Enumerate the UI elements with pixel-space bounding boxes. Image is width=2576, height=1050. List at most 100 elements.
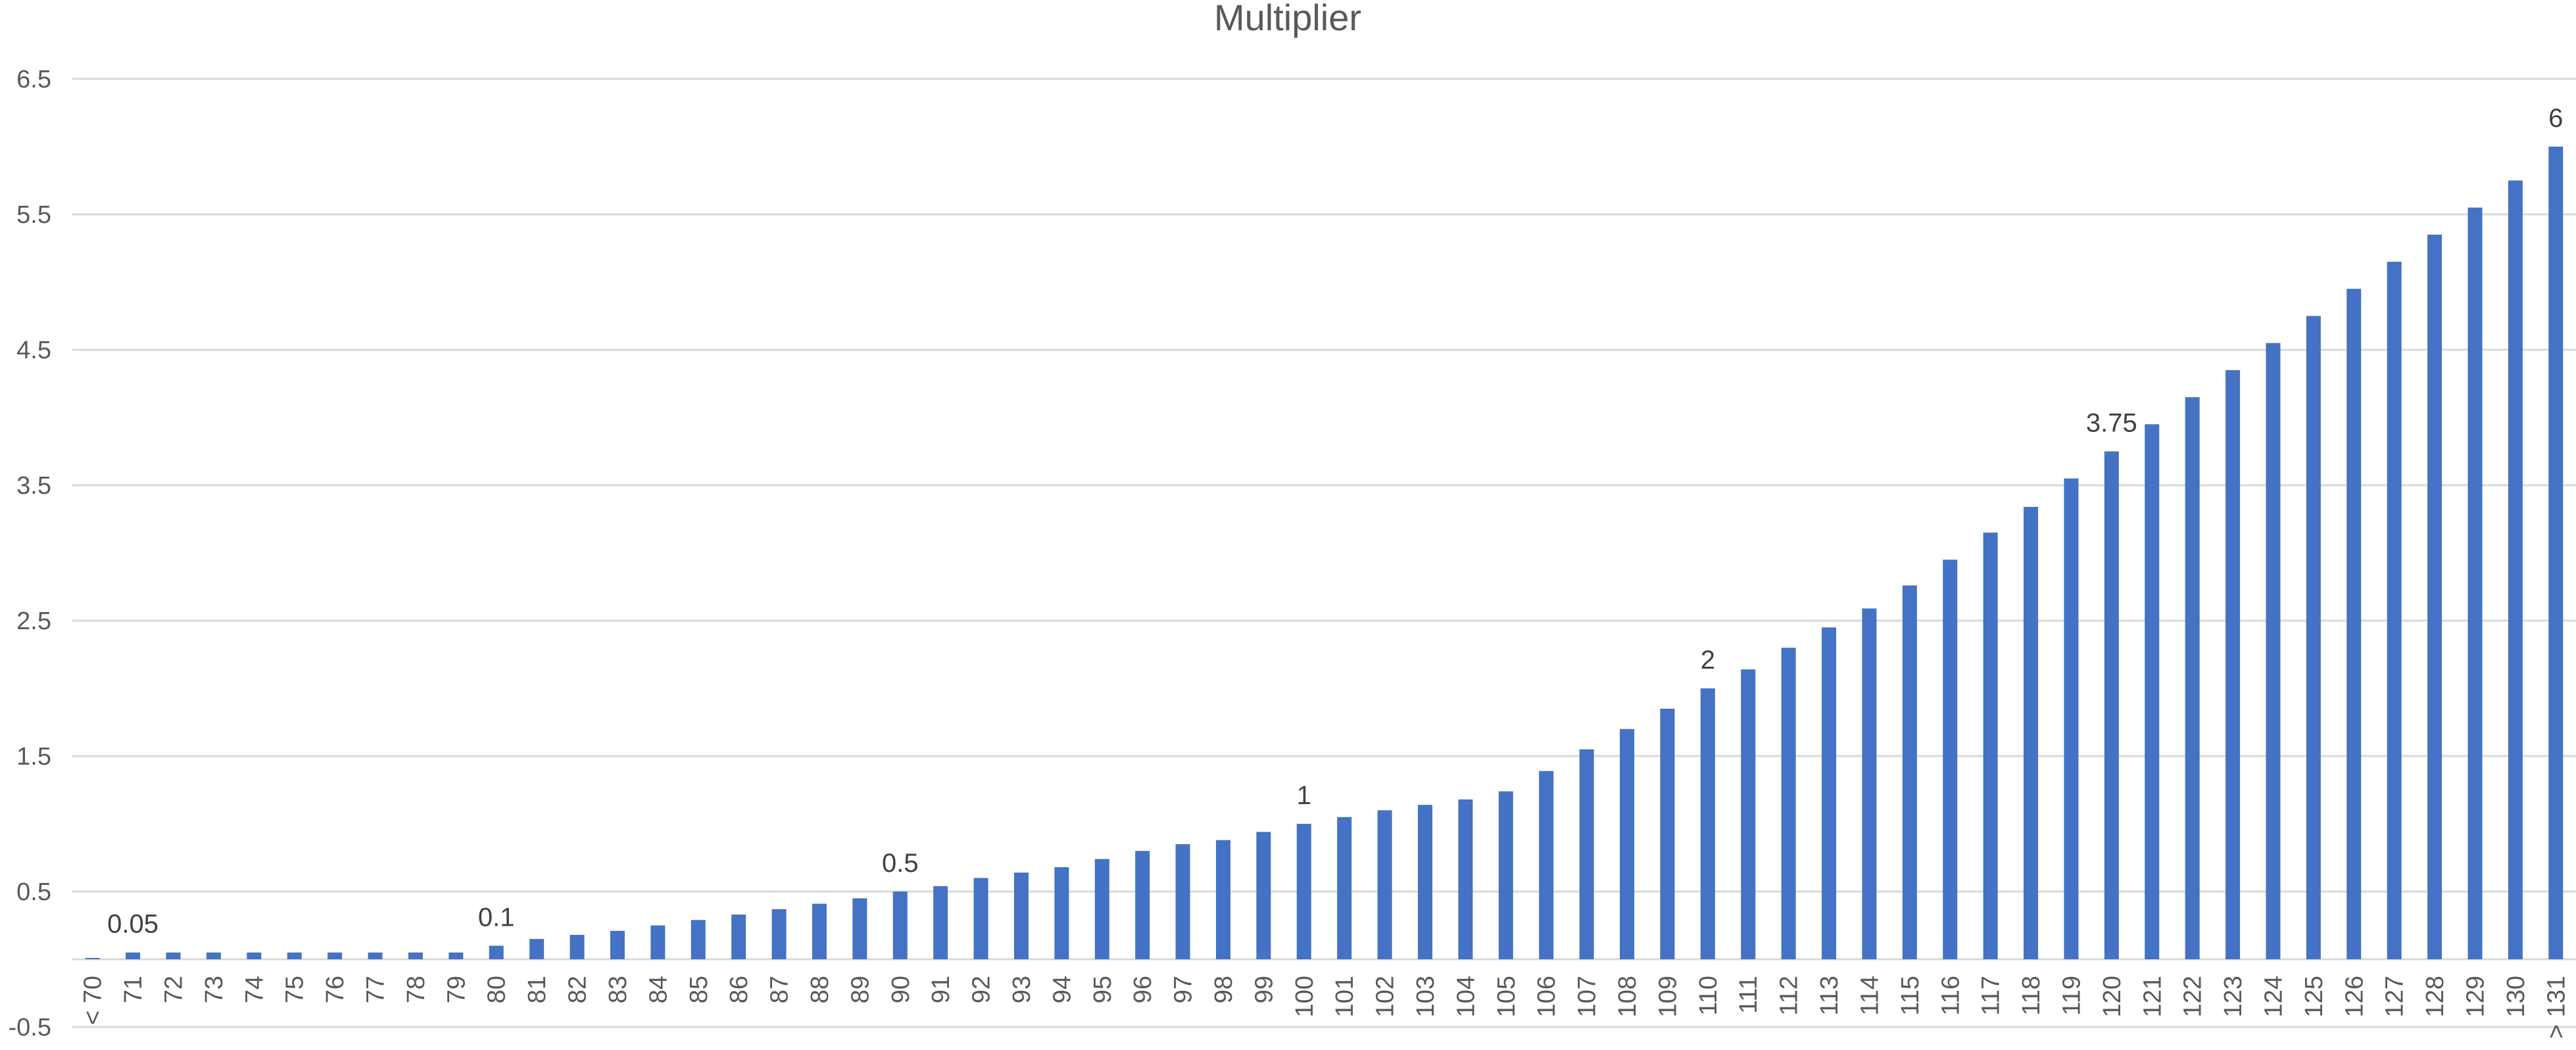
bar — [973, 878, 988, 959]
x-tick-label: 100 — [1291, 976, 1319, 1017]
x-tick-label: 104 — [1452, 976, 1480, 1017]
gridlines — [72, 78, 2576, 1028]
x-tick-label: 95 — [1089, 976, 1117, 1003]
bar — [1902, 585, 1917, 959]
bar — [2266, 343, 2281, 959]
x-tick-label: 130 — [2502, 976, 2530, 1017]
data-label: 0.05 — [107, 910, 158, 939]
bar — [206, 952, 221, 959]
bar — [1094, 859, 1109, 959]
x-tick-label: 127 — [2381, 976, 2409, 1017]
x-tick-label: 79 — [443, 976, 470, 1003]
x-tick-label: 91 — [927, 976, 955, 1003]
bar — [892, 892, 908, 959]
x-tick-label: 93 — [1008, 976, 1036, 1003]
bar — [166, 952, 181, 959]
x-tick-label: 87 — [766, 976, 794, 1003]
data-label: 6 — [2548, 104, 2563, 133]
bar — [1781, 648, 1796, 959]
x-tick-label: 106 — [1533, 976, 1561, 1017]
bar — [1418, 805, 1433, 959]
bar — [650, 925, 666, 959]
x-tick-label: 88 — [806, 976, 834, 1003]
bar — [1215, 840, 1230, 959]
y-tick-label: -0.5 — [9, 1014, 51, 1041]
x-tick-label: 80 — [483, 976, 511, 1003]
bar — [2225, 370, 2241, 959]
x-tick-label: 85 — [685, 976, 713, 1003]
bar — [1822, 627, 1837, 959]
x-tick-label: 73 — [201, 976, 228, 1003]
bar — [287, 952, 302, 959]
x-tick-label: 75 — [281, 976, 309, 1003]
x-tick-label: 103 — [1412, 976, 1440, 1017]
bar — [2427, 234, 2442, 959]
x-tick-label: 110 — [1695, 976, 1722, 1016]
bar — [1296, 824, 1311, 959]
y-tick-label: 0.5 — [16, 878, 51, 906]
bar — [1135, 851, 1150, 959]
bar — [2024, 506, 2039, 959]
y-tick-label: 3.5 — [16, 472, 51, 500]
x-tick-label: 92 — [968, 976, 996, 1003]
x-tick-label: 108 — [1614, 976, 1641, 1017]
x-tick-label: 94 — [1048, 976, 1076, 1003]
bar — [2387, 262, 2402, 960]
bar — [812, 903, 827, 959]
x-tick-label: 97 — [1170, 976, 1198, 1003]
bar — [2145, 424, 2160, 959]
x-tick-label: 117 — [1978, 976, 2005, 1016]
bar — [2306, 316, 2321, 959]
bar — [247, 952, 262, 959]
y-tick-label: 5.5 — [16, 201, 51, 229]
x-tick-label: 114 — [1856, 976, 1883, 1016]
data-label: 2 — [1701, 646, 1715, 675]
bar — [570, 934, 585, 959]
data-labels: 0.05 0.1 0.5 1 2 3.75 6 — [107, 104, 2563, 939]
bar — [1337, 817, 1352, 959]
x-tick-label: 83 — [604, 976, 632, 1003]
bar — [1579, 749, 1594, 959]
x-tick-label: 115 — [1897, 976, 1924, 1016]
bar — [933, 886, 948, 959]
bar — [1175, 844, 1190, 959]
bar — [529, 939, 545, 959]
bar — [731, 915, 746, 959]
x-tick-label: < 70 — [80, 976, 107, 1025]
y-tick-label: 4.5 — [16, 337, 51, 364]
bar — [1458, 799, 1473, 959]
x-tick-label: > 131 — [2542, 976, 2570, 1039]
bar — [1943, 560, 1958, 959]
x-tick-label: 129 — [2462, 976, 2489, 1017]
bar — [328, 952, 343, 959]
x-tick-label: 123 — [2220, 976, 2247, 1017]
x-tick-label: 76 — [322, 976, 349, 1003]
bar — [610, 930, 625, 959]
bar — [2346, 289, 2362, 959]
x-tick-label: 112 — [1776, 976, 1803, 1016]
x-tick-label: 118 — [2018, 976, 2045, 1016]
bar — [2185, 397, 2200, 959]
x-tick-label: 116 — [1937, 976, 1964, 1016]
x-tick-label: 105 — [1493, 976, 1520, 1017]
x-tick-label: 99 — [1250, 976, 1278, 1003]
x-tick-label: 126 — [2341, 976, 2368, 1017]
y-axis-ticks: -0.5 0.5 1.5 2.5 3.5 4.5 5.5 6.5 — [9, 66, 51, 1041]
x-tick-label: 72 — [160, 976, 188, 1003]
bar — [1983, 533, 1998, 959]
x-tick-label: 121 — [2139, 976, 2166, 1017]
x-tick-label: 102 — [1372, 976, 1399, 1017]
x-tick-label: 82 — [564, 976, 592, 1003]
bar — [2467, 207, 2483, 960]
x-tick-label: 113 — [1816, 976, 1843, 1016]
x-tick-label: 90 — [887, 976, 915, 1003]
bar — [2104, 451, 2119, 959]
x-tick-label: 107 — [1574, 976, 1601, 1017]
bar — [1862, 608, 1877, 959]
bar — [1741, 669, 1756, 959]
bar — [368, 952, 383, 959]
bar — [408, 952, 423, 959]
bar — [691, 920, 706, 959]
x-tick-label: 77 — [362, 976, 390, 1003]
